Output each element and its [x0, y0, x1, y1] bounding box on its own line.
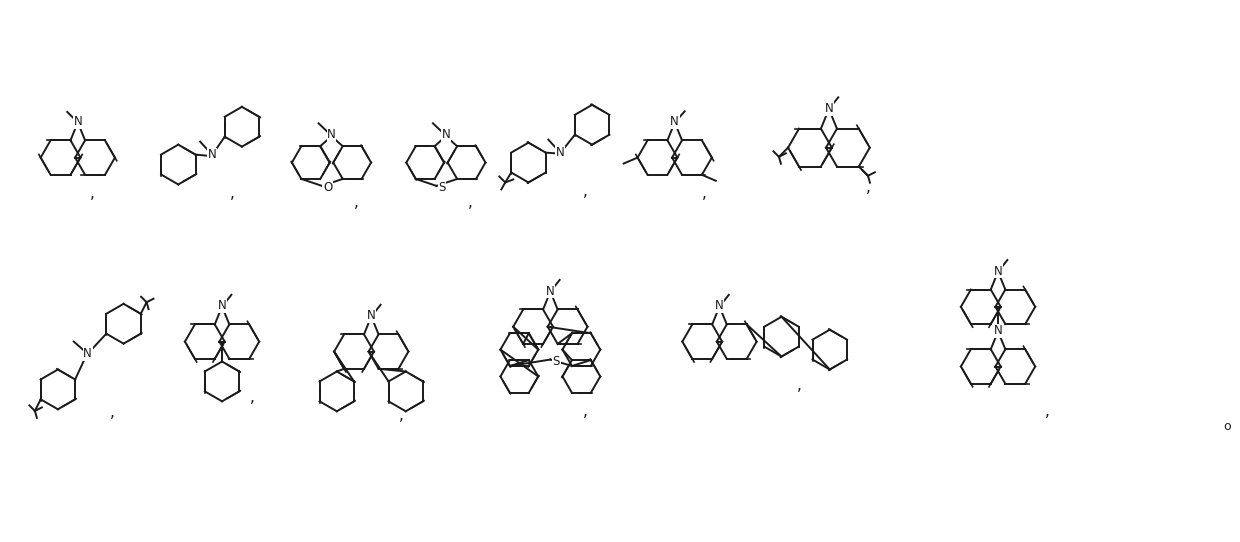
Text: ,: ,: [1045, 404, 1050, 419]
Text: N: N: [441, 128, 450, 141]
Text: ,: ,: [91, 186, 95, 201]
Text: N: N: [671, 115, 680, 128]
Text: ,: ,: [110, 405, 115, 420]
Text: ,: ,: [353, 195, 358, 210]
Text: o: o: [1223, 420, 1230, 433]
Text: ,: ,: [229, 186, 234, 201]
Text: N: N: [73, 115, 82, 128]
Text: N: N: [715, 300, 724, 313]
Text: N: N: [367, 309, 376, 322]
Text: ,: ,: [796, 378, 801, 393]
Text: O: O: [322, 181, 332, 194]
Text: N: N: [83, 347, 92, 360]
Text: N: N: [218, 300, 227, 313]
Text: ,: ,: [399, 408, 403, 423]
Text: N: N: [327, 128, 336, 141]
Text: ,: ,: [249, 390, 254, 405]
Text: N: N: [208, 148, 217, 161]
Text: N: N: [993, 324, 1002, 337]
Text: N: N: [546, 285, 554, 298]
Text: N: N: [993, 264, 1002, 278]
Text: N: N: [825, 102, 833, 115]
Text: ,: ,: [702, 186, 707, 201]
Text: S: S: [438, 181, 445, 194]
Text: ,: ,: [583, 404, 588, 419]
Text: ,: ,: [469, 195, 474, 210]
Text: ,: ,: [867, 180, 872, 195]
Text: ,: ,: [583, 184, 588, 199]
Text: S: S: [553, 355, 560, 368]
Text: N: N: [556, 146, 564, 159]
